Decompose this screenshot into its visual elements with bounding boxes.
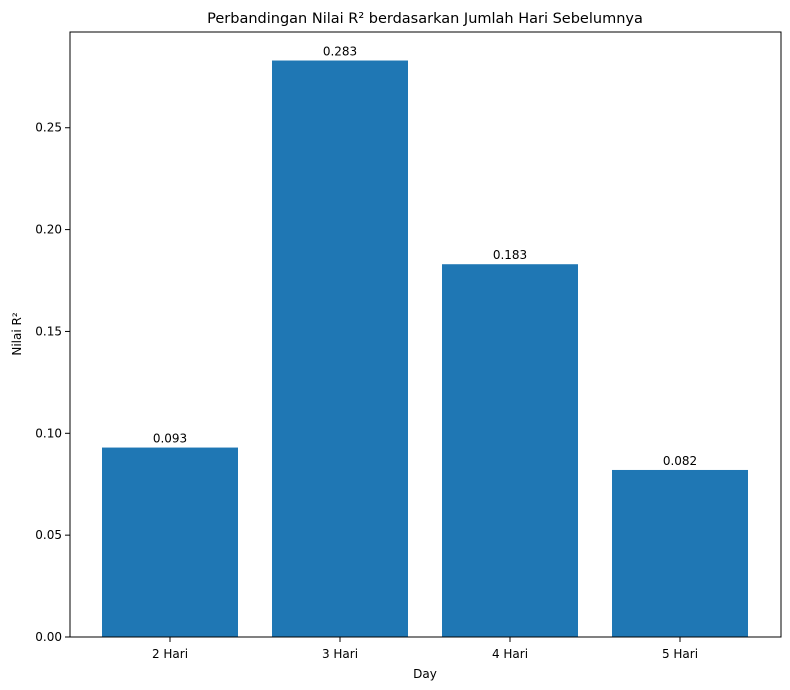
bars-group: [102, 60, 748, 638]
y-tick-label-6: 0.25: [35, 121, 62, 135]
x-axis: 2 Hari 3 Hari 4 Hari 5 Hari: [152, 637, 698, 661]
bar-3: [442, 264, 578, 637]
plot-area: 0.093 0.283 0.183 0.082: [69, 31, 782, 638]
x-tick-label-2: 3 Hari: [322, 647, 358, 661]
bar-value-label-3: 0.183: [493, 248, 527, 262]
data-labels-group: 0.093 0.283 0.183 0.082: [153, 45, 697, 468]
y-tick-label-3: 0.10: [35, 426, 62, 440]
bar-value-label-4: 0.082: [663, 454, 697, 468]
y-tick-label-5: 0.20: [35, 223, 62, 237]
x-tick-label-1: 2 Hari: [152, 647, 188, 661]
y-tick-label-4: 0.15: [35, 324, 62, 338]
chart-title: Perbandingan Nilai R² berdasarkan Jumlah…: [207, 11, 643, 27]
plot-frame: [69, 31, 782, 638]
bar-2: [272, 60, 408, 638]
y-axis-label: Nilai R²: [10, 312, 24, 355]
y-tick-label-1: 0.00: [35, 630, 62, 644]
bar-4: [612, 469, 748, 637]
bar-1: [102, 447, 238, 637]
bar-value-label-2: 0.283: [323, 45, 357, 59]
x-axis-label: Day: [413, 667, 437, 681]
y-axis: 0.00 0.05 0.10 0.15 0.20 0.25: [35, 121, 70, 644]
bar-value-label-1: 0.093: [153, 432, 187, 446]
x-tick-label-4: 5 Hari: [662, 647, 698, 661]
x-tick-label-3: 4 Hari: [492, 647, 528, 661]
y-tick-label-2: 0.05: [35, 528, 62, 542]
